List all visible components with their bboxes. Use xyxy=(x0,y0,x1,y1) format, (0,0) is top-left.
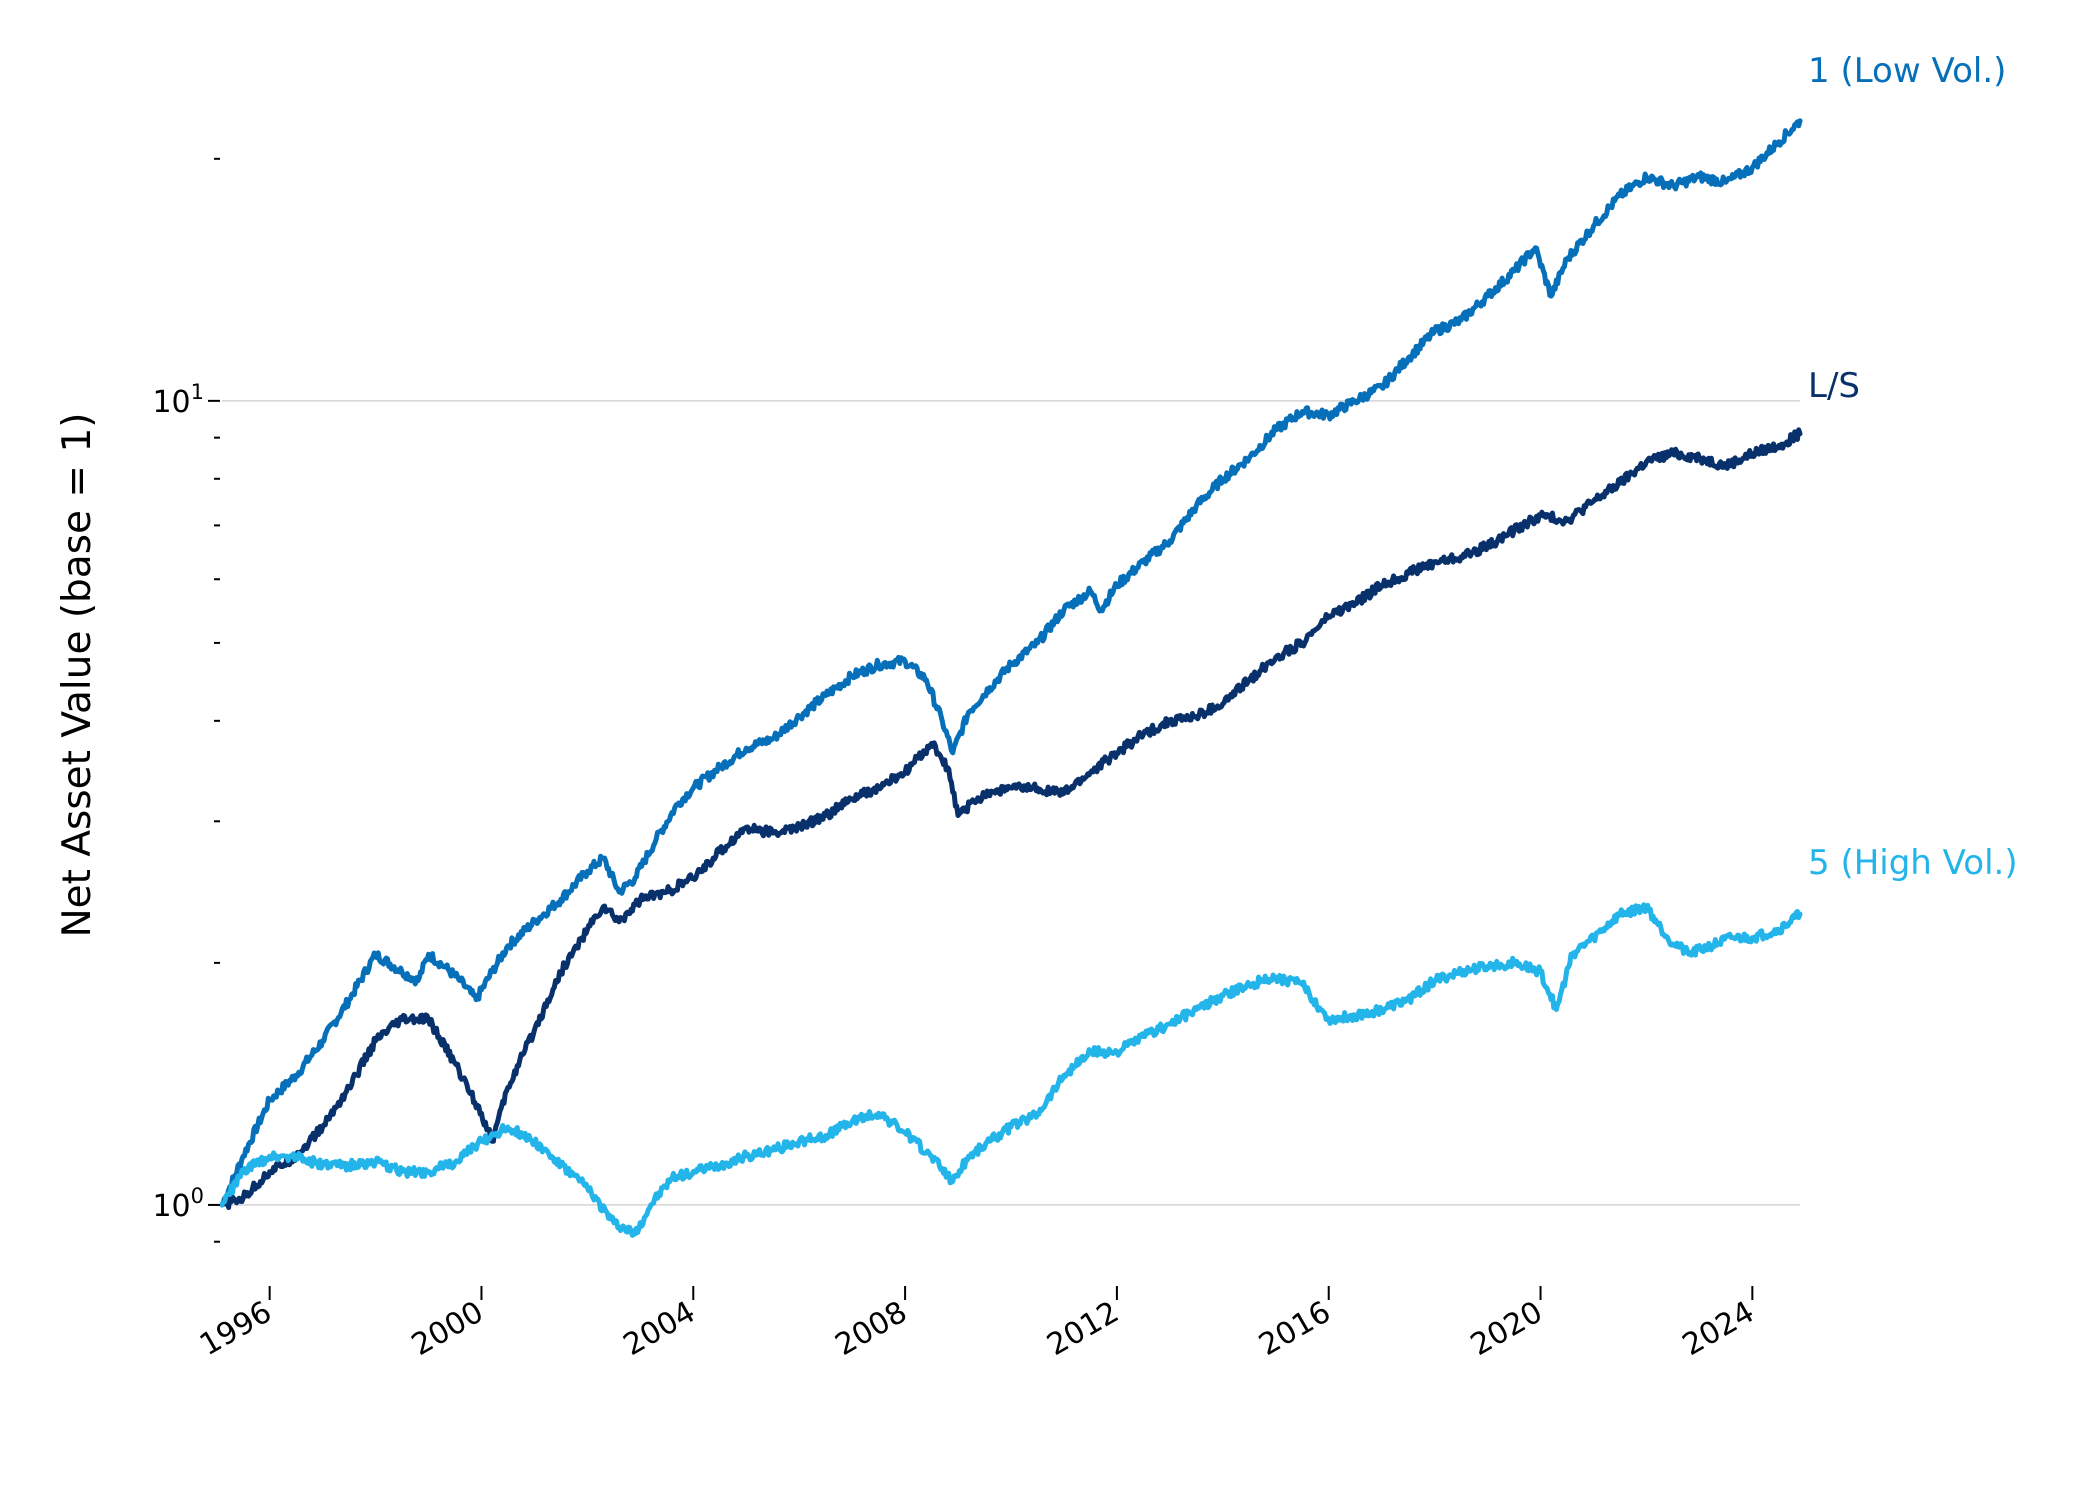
y-axis-title: Net Asset Value (base = 1) xyxy=(55,412,100,937)
series-line xyxy=(219,118,1803,1208)
grid-layer xyxy=(222,400,1800,1206)
x-tick-label: 2004 xyxy=(618,1295,702,1363)
series-layer xyxy=(219,118,1803,1238)
series-end-label: 5 (High Vol.) xyxy=(1808,843,2018,883)
series-end-label: L/S xyxy=(1808,366,1860,406)
x-axis: 1996 2000 2004 2008 2012 2016 2020 2024 xyxy=(194,1286,1760,1363)
x-tick-label: 2016 xyxy=(1253,1295,1337,1363)
series-end-label: 1 (Low Vol.) xyxy=(1808,51,2006,91)
series-line xyxy=(219,427,1803,1210)
series-end-labels: 1 (Low Vol.) L/S 5 (High Vol.) xyxy=(1808,51,2018,883)
y-tick-label: 101 xyxy=(152,380,204,420)
x-tick-label: 2024 xyxy=(1677,1295,1761,1363)
x-tick-label: 2008 xyxy=(829,1295,913,1363)
series-line xyxy=(219,902,1803,1238)
x-tick-label: 2020 xyxy=(1465,1295,1549,1363)
y-tick-label: 100 xyxy=(152,1184,204,1224)
x-tick-label: 2012 xyxy=(1041,1295,1125,1363)
y-axis: Net Asset Value (base = 1) 100 101 xyxy=(55,157,220,1243)
x-tick-label: 1996 xyxy=(194,1295,278,1363)
x-tick-label: 2000 xyxy=(406,1295,490,1363)
